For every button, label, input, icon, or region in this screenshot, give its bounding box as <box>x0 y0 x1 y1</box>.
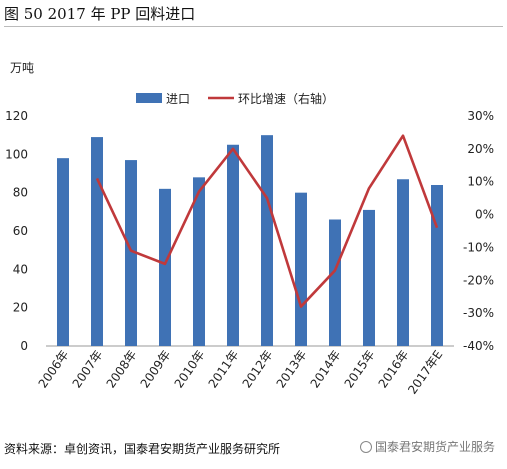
y-left-tick-label: 60 <box>13 224 28 238</box>
x-tick-label: 2017年E <box>405 348 445 397</box>
x-tick-label: 2013年 <box>274 348 310 391</box>
bar-import <box>227 144 239 346</box>
x-tick-label: 2008年 <box>104 348 140 391</box>
y-right-tick-label: 30% <box>467 109 494 123</box>
y-left-tick-label: 0 <box>20 339 28 353</box>
y-right-tick-label: -40% <box>463 339 494 353</box>
y-right-tick-label: -10% <box>463 240 494 254</box>
bar-import <box>397 179 409 346</box>
bar-import <box>57 158 69 346</box>
bar-import <box>193 177 205 346</box>
bar-import <box>125 160 137 346</box>
bar-import <box>91 137 103 346</box>
legend: 进口 环比增速（右轴） <box>136 91 334 106</box>
x-tick-label: 2009年 <box>138 348 174 391</box>
y-left-tick-label: 80 <box>13 186 28 200</box>
bar-import <box>295 192 307 346</box>
bar-import <box>363 209 375 346</box>
watermark-text: 国泰君安期货产业服务 <box>375 440 496 454</box>
y-right-tick-label: -20% <box>463 273 494 287</box>
legend-label-bar: 进口 <box>166 92 190 106</box>
y-left-tick-label: 120 <box>5 109 28 123</box>
y-left-tick-label: 40 <box>13 262 28 276</box>
y-left-tick-label: 20 <box>13 301 28 315</box>
y-right-tick-label: 20% <box>467 142 494 156</box>
x-tick-label: 2006年 <box>36 348 72 391</box>
watermark: 国泰君安期货产业服务 <box>360 438 495 455</box>
figure-title: 图 50 2017 年 PP 回料进口 <box>4 4 503 27</box>
bar-import <box>329 219 341 346</box>
bar-import <box>159 188 171 346</box>
y-right-tick-label: -30% <box>463 306 494 320</box>
y-axis-unit-label: 万吨 <box>10 61 34 75</box>
x-tick-label: 2007年 <box>70 348 106 391</box>
x-tick-label: 2016年 <box>376 348 412 391</box>
y-left-tick-label: 100 <box>5 147 28 161</box>
x-tick-label: 2011年 <box>206 348 242 391</box>
wechat-icon <box>360 440 372 453</box>
source-note: 资料来源：卓创资讯，国泰君安期货产业服务研究所 <box>4 442 281 456</box>
y-right-tick-label: 10% <box>467 175 494 189</box>
x-tick-label: 2012年 <box>240 348 276 391</box>
x-tick-label: 2015年 <box>342 348 378 391</box>
x-tick-label: 2014年 <box>308 348 344 391</box>
bar-import <box>261 135 273 346</box>
chart: 万吨 进口 环比增速（右轴） 0 20 40 60 80 100 120 -40% -30% -20… <box>5 61 494 397</box>
y-right-tick-label: 0% <box>475 208 494 222</box>
legend-label-line: 环比增速（右轴） <box>238 91 334 106</box>
bar-import <box>431 185 443 346</box>
x-tick-label: 2010年 <box>172 348 208 391</box>
legend-swatch-bar <box>136 93 162 103</box>
